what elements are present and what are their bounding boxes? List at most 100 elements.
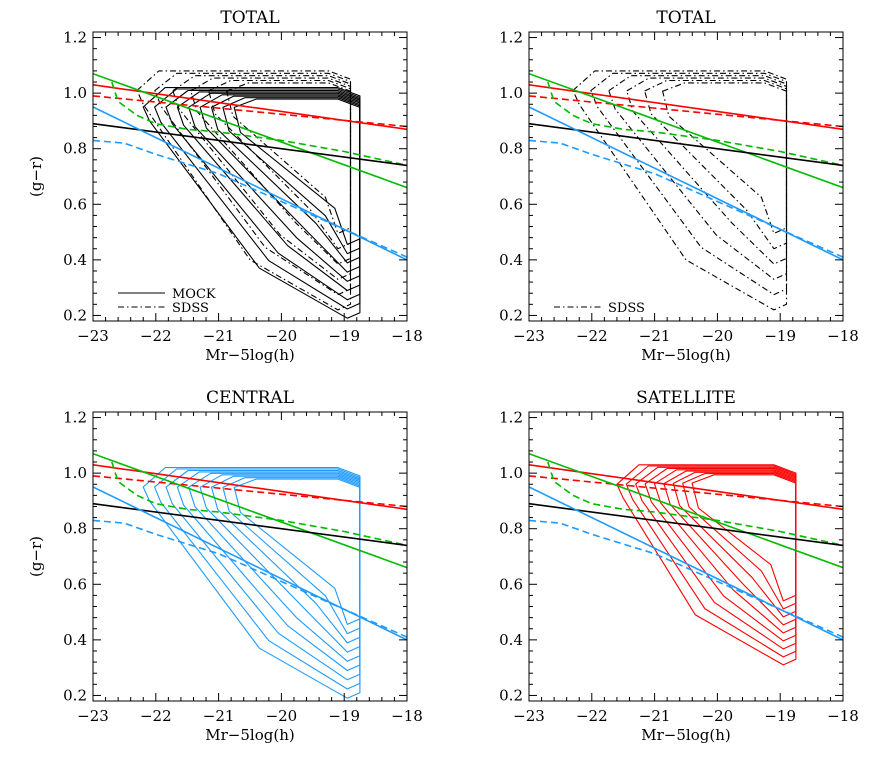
contour-level [644,79,788,250]
x-tick-label: −20 [266,707,298,725]
series-line [547,81,843,167]
x-tick-label: −22 [140,327,172,345]
x-axis-label: Mr−5log(h) [641,346,730,364]
series-line [93,139,407,258]
contour-set-sdss [136,70,352,311]
x-tick-label: −21 [203,327,235,345]
contour-level [188,472,361,662]
series-line [93,475,407,508]
x-tick-label: −20 [702,327,734,345]
contour-level [210,475,361,644]
contour-level [208,79,352,250]
panel-title: TOTAL [656,8,715,28]
y-tick-label: 0.6 [63,575,87,593]
y-tick-label: 0.8 [63,520,87,538]
contour-level [233,478,361,625]
contour-level [199,474,361,653]
contour-level [663,470,797,626]
x-tick-label: −18 [827,327,859,345]
x-tick-label: −18 [827,707,859,725]
x-tick-label: −21 [203,707,235,725]
y-tick-label: 0.4 [63,631,87,649]
x-tick-label: −23 [77,707,109,725]
contour-level [222,477,361,635]
x-axis-label: Mr−5log(h) [205,346,294,364]
contour-level [165,469,361,681]
y-tick-label: 0.2 [499,686,523,704]
series-line [529,139,843,258]
series-line [93,72,407,189]
x-tick-label: −23 [513,327,545,345]
x-tick-label: −19 [764,327,796,345]
plot-area [529,452,843,666]
series-line [93,95,407,128]
y-tick-label: 0.6 [499,575,523,593]
series-line [529,122,843,167]
plot-area [529,70,843,311]
x-tick-label: −18 [391,327,423,345]
contour-set-0 [616,464,797,666]
x-tick-label: −19 [328,707,360,725]
x-axis-label: Mr−5log(h) [205,726,294,744]
contour-level [199,94,361,273]
axes-frame [92,31,408,322]
series-line [529,95,843,128]
contour-level [172,75,352,280]
x-tick-label: −21 [639,707,671,725]
contour-level [222,97,361,255]
contour-level [165,89,361,301]
contour-level [691,474,797,602]
contour-level [142,87,361,319]
contour-level [635,466,797,650]
contour-set-mock [142,87,361,319]
series-line [529,475,843,508]
y-tick-label: 0.4 [499,251,523,269]
contour-level [626,77,788,265]
panel-1: TOTAL (g−r) Mr−5log(h) −23 −22 −21 −20 −19 −18 0.… [27,8,423,364]
x-tick-label: −23 [77,327,109,345]
series-line [111,81,407,167]
contour-level [572,70,788,311]
panel-2: TOTAL Mr−5log(h) −23 −22 −21 −20 −19 −18 0.2 0.4 0… [499,8,859,364]
y-tick-label: 0.2 [499,306,523,324]
legend-label: MOCK [172,287,216,302]
legend-label: SDSS [172,301,209,316]
contour-level [653,469,797,634]
x-tick-label: −19 [328,327,360,345]
series-line [93,452,407,569]
contour-level [233,98,361,245]
y-tick-label: 1.2 [63,409,87,427]
x-tick-label: −20 [702,707,734,725]
y-tick-label: 1.2 [499,409,523,427]
y-tick-label: 0.6 [63,195,87,213]
contour-level [590,72,788,296]
contour-level [188,92,361,282]
axes-frame [528,411,844,702]
y-tick-label: 1.0 [499,84,523,102]
contour-level [190,77,352,265]
contour-level [210,95,361,264]
y-tick-label: 0.2 [63,686,87,704]
series-line [93,122,407,167]
series-line [529,519,843,638]
x-tick-label: −19 [764,707,796,725]
x-tick-label: −22 [140,707,172,725]
contour-level [226,82,352,234]
contour-level [154,88,361,310]
contour-level [154,468,361,690]
y-tick-label: 1.2 [63,29,87,47]
contour-level [662,82,788,234]
y-tick-label: 0.8 [499,520,523,538]
contour-level [154,72,352,296]
x-tick-label: −21 [639,327,671,345]
x-axis-label: Mr−5log(h) [641,726,730,744]
y-tick-label: 0.6 [499,195,523,213]
y-tick-label: 0.4 [63,251,87,269]
series-line [529,502,843,547]
contour-level [142,467,361,699]
panel-4: SATELLITE Mr−5log(h) −23 −22 −21 −20 −19 −18 0.2… [499,388,859,744]
contour-set-0 [142,467,361,699]
panel-title: TOTAL [220,8,279,28]
series-line [529,452,843,569]
